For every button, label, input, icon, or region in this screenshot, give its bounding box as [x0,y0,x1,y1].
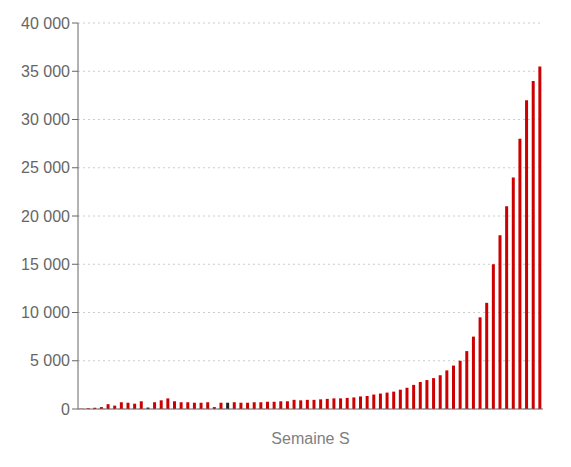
svg-text:40 000: 40 000 [21,15,70,32]
svg-text:25 000: 25 000 [21,159,70,176]
svg-text:Semaine S: Semaine S [271,430,349,447]
svg-text:5 000: 5 000 [30,352,70,369]
svg-text:20 000: 20 000 [21,208,70,225]
svg-text:35 000: 35 000 [21,63,70,80]
svg-text:10 000: 10 000 [21,304,70,321]
svg-text:30 000: 30 000 [21,111,70,128]
svg-text:0: 0 [61,401,70,418]
svg-text:15 000: 15 000 [21,256,70,273]
